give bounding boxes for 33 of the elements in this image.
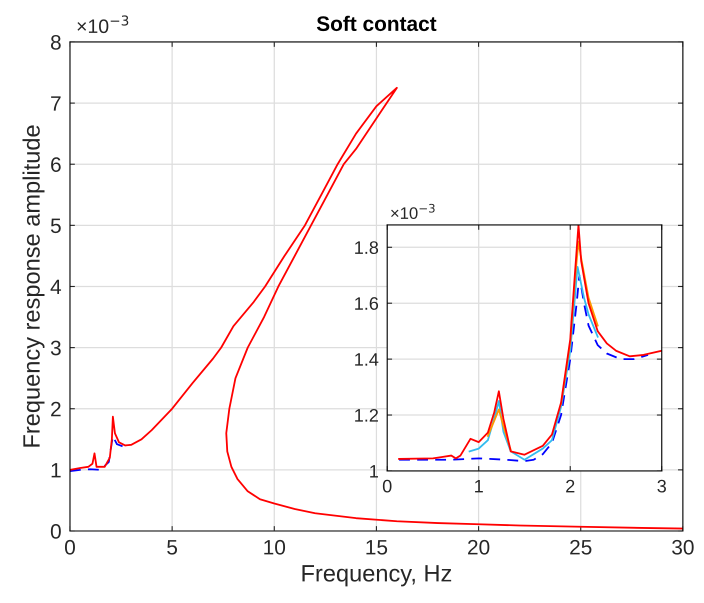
y-tick-label: 1: [52, 463, 61, 478]
x-tick-label: 15: [366, 540, 388, 555]
x-tick-label: 0: [382, 480, 392, 493]
x-tick-label: 20: [468, 540, 490, 555]
x-tick-label: 0: [65, 540, 75, 555]
annotation: ×10$^{−3}$: [391, 204, 435, 220]
x-tick-label: 1: [475, 480, 483, 492]
line-series: [398, 224, 662, 460]
y-tick-label: 6: [51, 157, 61, 172]
y-tick-label: 3: [50, 340, 61, 356]
line-series: [398, 274, 649, 462]
x-tick-label: 25: [570, 540, 592, 555]
x-tick-label: 2: [566, 480, 574, 492]
x-tick-label: 5: [167, 540, 178, 555]
y-tick-label: 4: [50, 280, 62, 294]
y-tick-label: 1.2: [355, 408, 378, 422]
y-tick-label: 1.4: [355, 353, 378, 366]
y-tick-label: 2: [51, 402, 61, 416]
y-tick-label: 7: [51, 96, 61, 111]
y-tick-label: 8: [50, 34, 61, 50]
y-tick-label: 1.6: [355, 297, 378, 310]
y-tick-label: 5: [50, 218, 61, 234]
x-tick-label: 3: [657, 480, 666, 493]
x-axis-title: Frequency, Hz: [302, 565, 452, 586]
y-axis-title: Frequency response amplitude: [22, 125, 45, 447]
y-tick-label: 1.8: [355, 241, 378, 254]
x-tick-label: 10: [264, 540, 286, 555]
y-tick-label: 0: [50, 524, 61, 539]
chart-title: Soft contact: [316, 16, 436, 32]
y-tick-label: 1: [370, 465, 378, 478]
text: ×10$^{−3}$: [77, 15, 128, 34]
x-tick-label: 30: [672, 540, 694, 555]
line-series: [468, 266, 599, 461]
